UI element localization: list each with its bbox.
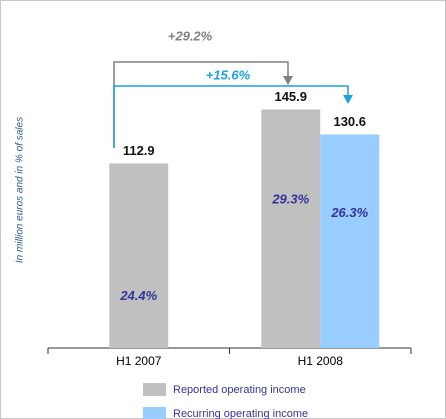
legend-label: Reported operating income bbox=[173, 384, 306, 396]
growth-label: +15.6% bbox=[206, 67, 251, 82]
bar bbox=[320, 134, 380, 348]
percent-label: 29.3% bbox=[271, 192, 309, 207]
y-axis-label: In million euros and in % of sales bbox=[15, 117, 26, 263]
bar bbox=[109, 163, 169, 348]
percent-label: 26.3% bbox=[330, 205, 368, 220]
growth-bracket bbox=[113, 85, 349, 148]
arrow-head bbox=[283, 76, 293, 85]
growth-label: +29.2% bbox=[168, 28, 213, 43]
value-label: 130.6 bbox=[333, 114, 366, 129]
percent-label: 24.4% bbox=[119, 288, 157, 303]
legend-swatch bbox=[143, 383, 166, 396]
legend-label: Recurring operating income bbox=[173, 408, 308, 419]
bar bbox=[261, 109, 321, 349]
arrow-head bbox=[343, 95, 353, 104]
x-tick-label: H1 2007 bbox=[116, 354, 162, 368]
legend-swatch bbox=[143, 407, 166, 419]
x-tick-label: H1 2008 bbox=[298, 354, 344, 368]
value-label: 145.9 bbox=[274, 89, 307, 104]
value-label: 112.9 bbox=[123, 143, 155, 158]
